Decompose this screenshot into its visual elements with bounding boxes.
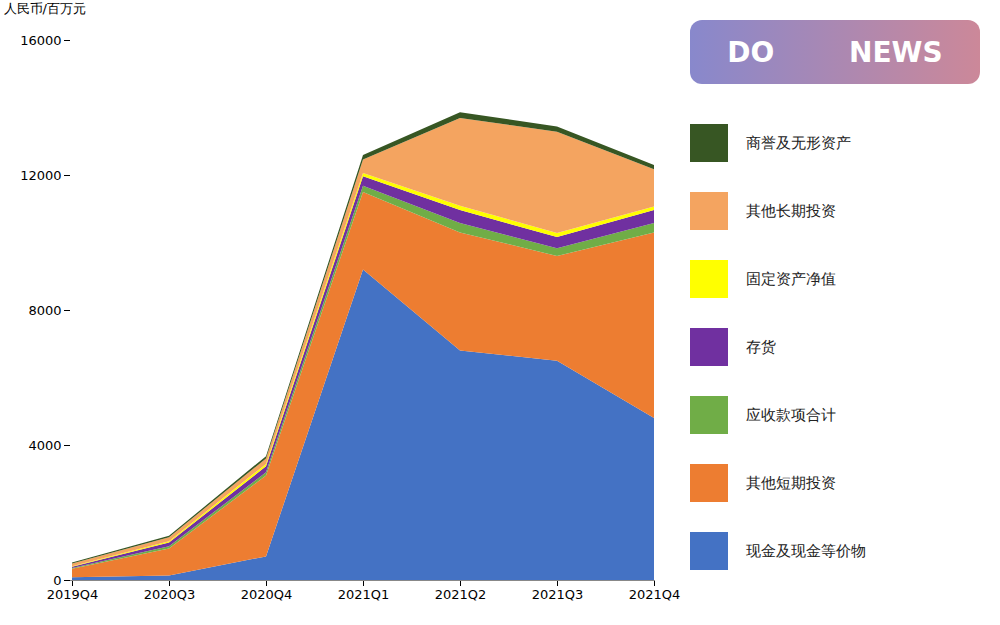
html-text:现金及现金等价物: 现金及现金等价物 bbox=[746, 541, 866, 560]
html-text:存货: 存货 bbox=[746, 337, 776, 356]
svg-text:2019Q4: 2019Q4 bbox=[47, 587, 99, 602]
svg-text:12000: 12000 bbox=[20, 168, 61, 183]
svg-text:0: 0 bbox=[53, 573, 61, 588]
html-text:固定资产净值: 固定资产净值 bbox=[746, 269, 836, 288]
svg-text:人民币/百万元: 人民币/百万元 bbox=[4, 1, 86, 16]
html-text:DO: DO bbox=[727, 35, 775, 69]
html-text:其他长期投资: 其他长期投资 bbox=[746, 201, 836, 220]
svg-text:2020Q4: 2020Q4 bbox=[241, 587, 293, 602]
svg-text:8000: 8000 bbox=[28, 303, 61, 318]
html-text:NEWS: NEWS bbox=[849, 35, 943, 69]
svg-text:4000: 4000 bbox=[28, 438, 61, 453]
svg-text:2021Q3: 2021Q3 bbox=[532, 587, 584, 602]
svg-text:2021Q4: 2021Q4 bbox=[629, 587, 681, 602]
svg-text:16000: 16000 bbox=[20, 33, 61, 48]
svg-text:2020Q3: 2020Q3 bbox=[144, 587, 196, 602]
svg-text:2021Q1: 2021Q1 bbox=[338, 587, 390, 602]
html-text:应收款项合计: 应收款项合计 bbox=[746, 405, 836, 424]
svg-text:2021Q2: 2021Q2 bbox=[435, 587, 487, 602]
html-text:其他短期投资: 其他短期投资 bbox=[746, 473, 836, 492]
html-text:商誉及无形资产: 商誉及无形资产 bbox=[746, 133, 851, 152]
